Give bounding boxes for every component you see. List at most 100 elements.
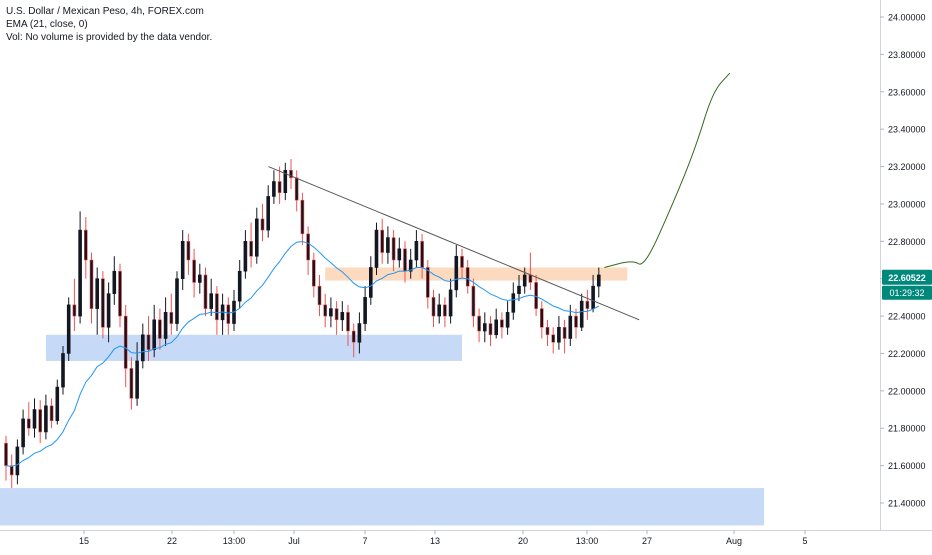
candle-down	[431, 297, 436, 317]
candle-down	[277, 181, 282, 194]
time-tick-label: 5	[802, 536, 807, 546]
candle-down	[158, 319, 162, 339]
candle-up	[340, 312, 345, 321]
price-tick-label: 22.00000	[888, 386, 926, 396]
price-tick-label: 21.80000	[888, 424, 926, 434]
candle-down	[84, 229, 88, 261]
candle-up	[266, 196, 271, 231]
candle-up	[437, 304, 442, 317]
candle-down	[146, 334, 151, 351]
candle-up	[175, 278, 179, 324]
candle-down	[306, 233, 310, 261]
candle-up	[363, 297, 367, 324]
candle-up	[357, 323, 362, 343]
candle-down	[192, 259, 196, 283]
candle-down	[585, 300, 590, 309]
candle-up	[505, 312, 510, 328]
candle-up	[180, 241, 185, 279]
candle-up	[557, 326, 561, 343]
candle-up	[78, 229, 82, 317]
candle-up	[329, 308, 333, 317]
legend-volume: Vol: No volume is provided by the data v…	[6, 32, 213, 43]
candle-up	[209, 293, 213, 309]
candle-down	[574, 315, 578, 328]
candle-down	[425, 267, 430, 298]
candle-up	[517, 285, 521, 294]
candle-down	[4, 442, 8, 466]
candle-up	[568, 315, 573, 339]
price-tick-label: 24.00000	[888, 13, 926, 23]
candle-up	[106, 293, 111, 328]
candle-down	[403, 248, 407, 272]
last-price-tag	[882, 269, 932, 285]
candle-up	[591, 285, 595, 309]
candle-down	[294, 177, 299, 201]
candle-up	[386, 237, 390, 253]
time-tick-label: 15	[79, 536, 89, 546]
candle-down	[215, 293, 219, 321]
candle-down	[89, 259, 94, 309]
legend-symbol[interactable]: U.S. Dollar / Mexican Peso, 4h, FOREX.co…	[6, 6, 204, 17]
last-price-label: 22.60522	[888, 273, 926, 283]
candle-up	[397, 248, 402, 261]
ema-line-path	[5, 240, 600, 468]
price-axis[interactable]: 24.00000 23.80000 23.60000 23.40000 23.20000…	[880, 0, 926, 530]
candle-down	[471, 285, 476, 317]
candle-down	[323, 304, 328, 317]
candle-up	[272, 181, 276, 197]
support-zone	[45, 334, 463, 361]
time-tick-label: 27	[642, 536, 652, 546]
candle-up	[61, 353, 65, 388]
candle-down	[129, 368, 134, 399]
candle-down	[465, 267, 470, 287]
projection-path	[604, 72, 731, 268]
candle-up	[482, 323, 487, 332]
legend-ema[interactable]: EMA (21, close, 0)	[6, 19, 88, 30]
candle-up	[408, 259, 413, 272]
candle-down	[334, 308, 339, 321]
candle-up	[95, 278, 99, 309]
time-tick-label: Aug	[726, 536, 742, 546]
candle-up	[522, 274, 527, 287]
candle-down	[289, 169, 293, 179]
candle-up	[198, 274, 202, 283]
candle-up	[596, 274, 601, 287]
candle-down	[49, 405, 54, 422]
candle-down	[488, 323, 493, 336]
candle-down	[260, 218, 265, 231]
candle-down	[539, 308, 544, 328]
candle-down	[528, 274, 533, 283]
candle-up	[237, 270, 242, 302]
candle-up	[374, 229, 379, 268]
time-tick-label: Jul	[288, 536, 300, 546]
candle-down	[249, 241, 253, 257]
support-zone	[0, 488, 765, 526]
candle-up	[163, 312, 168, 339]
candle-down	[460, 255, 464, 268]
ema-line	[5, 240, 600, 468]
candle-down	[380, 229, 385, 253]
time-axis[interactable]: 15 22 13:00 Jul 7 13 20 13:00 27 Aug 5	[0, 530, 932, 546]
candle-down	[545, 326, 550, 336]
price-tick-label: 22.80000	[888, 237, 926, 247]
candle-down	[346, 312, 350, 332]
legend: U.S. Dollar / Mexican Peso, 4h, FOREX.co…	[6, 5, 212, 44]
trendline	[268, 166, 640, 321]
candle-down	[443, 304, 447, 317]
price-tags: 22.60522 01:29:32	[882, 269, 932, 300]
candle-up	[112, 270, 117, 294]
candle-up	[32, 409, 37, 429]
time-tick-label: 7	[362, 536, 367, 546]
price-tick-label: 22.20000	[888, 349, 926, 359]
candle-down	[311, 259, 316, 287]
time-tick-label: 20	[518, 536, 528, 546]
candle-up	[414, 241, 419, 261]
candle-down	[500, 319, 504, 328]
time-tick-label: 13:00	[223, 536, 246, 546]
candle-down	[317, 285, 322, 306]
candle-down	[300, 199, 305, 235]
candle-up	[494, 319, 499, 336]
time-tick-label: 22	[167, 536, 177, 546]
